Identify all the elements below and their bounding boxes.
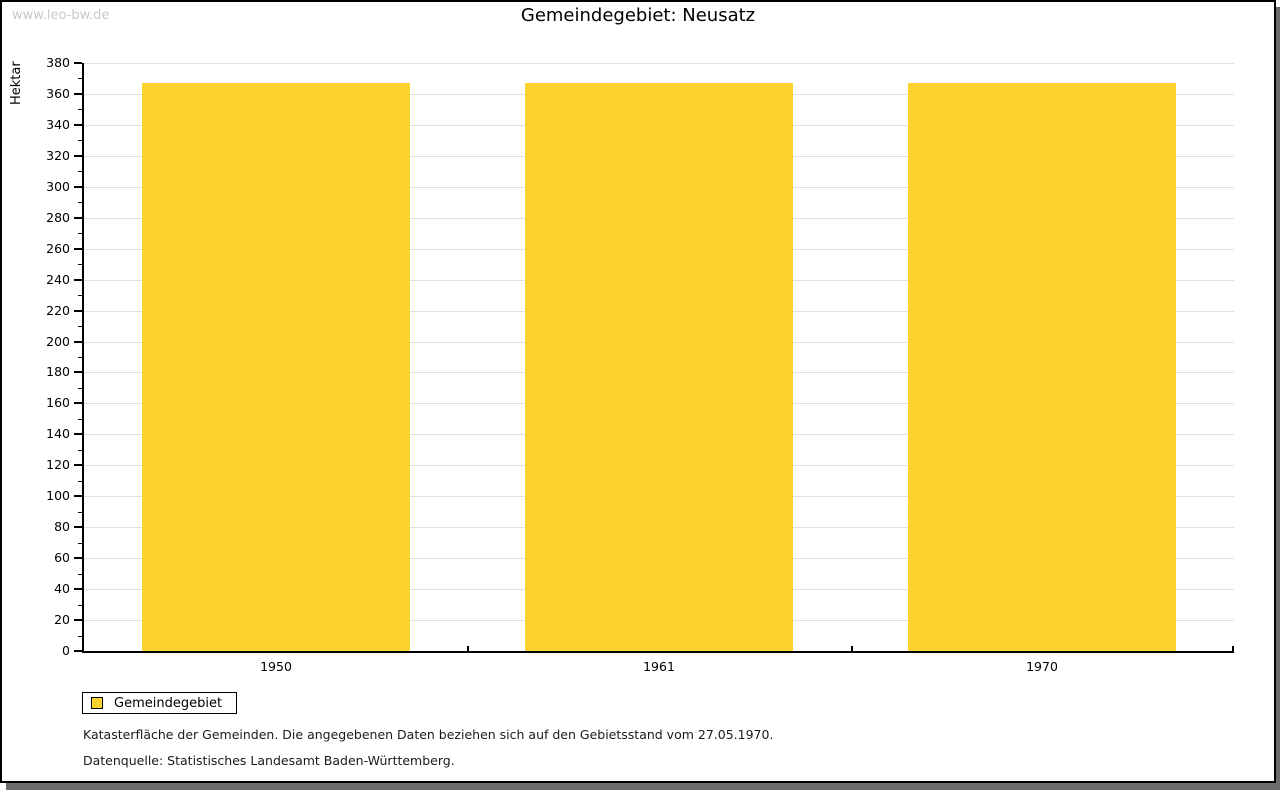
y-tick-major: [74, 650, 82, 652]
y-tick-label: 260: [46, 241, 70, 256]
y-tick-minor: [78, 481, 82, 482]
bar-1950: [142, 83, 410, 651]
y-tick-label: 100: [46, 488, 70, 503]
x-tick-label: 1950: [260, 659, 292, 674]
y-tick-major: [74, 279, 82, 281]
x-boundary-tick: [1232, 646, 1234, 651]
y-tick-major: [74, 155, 82, 157]
legend-label: Gemeindegebiet: [114, 695, 223, 711]
y-tick-label: 380: [46, 55, 70, 70]
y-tick-minor: [78, 357, 82, 358]
chart-title: Gemeindegebiet: Neusatz: [520, 5, 756, 26]
y-tick-label: 240: [46, 272, 70, 287]
footnote-line-1: Katasterfläche der Gemeinden. Die angege…: [83, 727, 774, 742]
y-tick-major: [74, 619, 82, 621]
x-boundary-tick: [851, 646, 853, 651]
bar-1970: [908, 83, 1176, 651]
y-tick-label: 280: [46, 210, 70, 225]
y-tick-minor: [78, 512, 82, 513]
y-tick-minor: [78, 202, 82, 203]
y-tick-label: 40: [54, 581, 70, 596]
y-tick-minor: [78, 295, 82, 296]
y-tick-label: 360: [46, 86, 70, 101]
y-tick-minor: [78, 140, 82, 141]
y-tick-major: [74, 341, 82, 343]
y-tick-label: 60: [54, 550, 70, 565]
y-tick-minor: [78, 450, 82, 451]
y-tick-major: [74, 186, 82, 188]
footnote-line-2: Datenquelle: Statistisches Landesamt Bad…: [83, 753, 455, 768]
y-tick-major: [74, 495, 82, 497]
y-tick-major: [74, 526, 82, 528]
y-tick-major: [74, 402, 82, 404]
y-tick-minor: [78, 264, 82, 265]
y-tick-major: [74, 371, 82, 373]
watermark: www.leo-bw.de: [12, 8, 110, 23]
y-tick-label: 120: [46, 457, 70, 472]
y-tick-major: [74, 557, 82, 559]
y-tick-minor: [78, 171, 82, 172]
y-tick-label: 300: [46, 179, 70, 194]
y-tick-label: 220: [46, 303, 70, 318]
x-tick-label: 1970: [1026, 659, 1058, 674]
y-tick-major: [74, 217, 82, 219]
y-tick-major: [74, 464, 82, 466]
legend-box: Gemeindegebiet: [82, 692, 238, 714]
x-tick-label: 1961: [643, 659, 675, 674]
y-tick-label: 340: [46, 117, 70, 132]
y-tick-major: [74, 124, 82, 126]
x-boundary-tick: [467, 646, 469, 651]
y-tick-label: 140: [46, 426, 70, 441]
gridline: [84, 63, 1234, 64]
y-tick-minor: [78, 605, 82, 606]
y-tick-minor: [78, 78, 82, 79]
y-tick-label: 80: [54, 519, 70, 534]
y-tick-minor: [78, 419, 82, 420]
y-tick-minor: [78, 326, 82, 327]
y-tick-major: [74, 310, 82, 312]
y-tick-label: 180: [46, 364, 70, 379]
y-tick-minor: [78, 636, 82, 637]
y-tick-minor: [78, 388, 82, 389]
plot-area: [82, 63, 1234, 653]
y-tick-major: [74, 62, 82, 64]
y-tick-label: 160: [46, 395, 70, 410]
y-tick-major: [74, 433, 82, 435]
y-tick-minor: [78, 233, 82, 234]
y-tick-major: [74, 588, 82, 590]
y-tick-label: 20: [54, 612, 70, 627]
legend-swatch-icon: [91, 697, 103, 709]
y-tick-major: [74, 93, 82, 95]
y-tick-label: 0: [62, 643, 70, 658]
y-tick-minor: [78, 109, 82, 110]
bar-1961: [525, 83, 793, 651]
y-tick-label: 320: [46, 148, 70, 163]
y-tick-major: [74, 248, 82, 250]
y-tick-minor: [78, 574, 82, 575]
y-tick-minor: [78, 543, 82, 544]
y-tick-label: 200: [46, 334, 70, 349]
